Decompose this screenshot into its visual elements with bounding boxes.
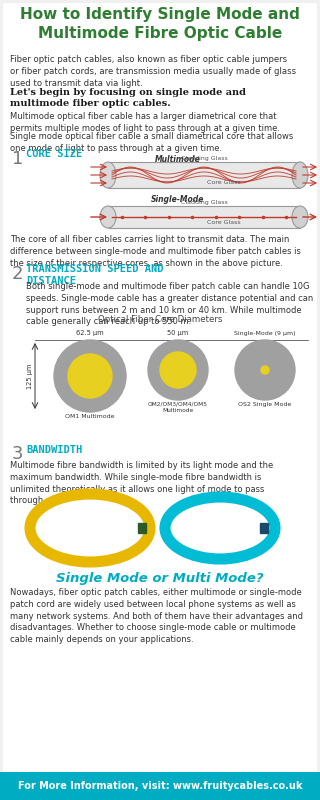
Text: Core Glass: Core Glass [207,220,241,225]
Ellipse shape [165,497,275,559]
Text: 62.5 μm: 62.5 μm [76,330,104,336]
FancyBboxPatch shape [108,162,300,188]
Text: Multimode optical fiber cable has a larger diametrical core that
permits multipl: Multimode optical fiber cable has a larg… [10,112,280,133]
Text: Single mode optical fiber cable a small diametrical core that allows
one mode of: Single mode optical fiber cable a small … [10,132,293,153]
Text: Single-Mode (9 μm): Single-Mode (9 μm) [234,331,296,336]
Text: Multimode fibre bandwidth is limited by its light mode and the
maximum bandwidth: Multimode fibre bandwidth is limited by … [10,461,273,506]
Ellipse shape [292,162,308,188]
Text: How to Identify Single Mode and
Multimode Fibre Optic Cable: How to Identify Single Mode and Multimod… [20,7,300,41]
Text: CORE SIZE: CORE SIZE [26,149,82,159]
Circle shape [235,340,295,400]
Circle shape [148,340,208,400]
Text: Let's begin by focusing on single mode and
multimode fiber optic cables.: Let's begin by focusing on single mode a… [10,88,246,109]
Ellipse shape [100,206,116,228]
Circle shape [160,352,196,388]
Text: 125 μm: 125 μm [27,363,33,389]
Text: Cladding Glass: Cladding Glass [180,156,228,161]
Text: Single Mode or Multi Mode?: Single Mode or Multi Mode? [56,572,264,585]
Text: 50 μm: 50 μm [167,330,188,336]
Text: BANDWIDTH: BANDWIDTH [26,445,82,455]
Bar [138,523,146,533]
Text: 2: 2 [12,265,23,283]
Text: Optical Fiber Core Diameters: Optical Fiber Core Diameters [98,315,222,324]
Text: 3: 3 [12,445,23,463]
Bar [260,523,268,533]
Text: The core of all fiber cables carries light to transmit data. The main
difference: The core of all fiber cables carries lig… [10,235,301,267]
Text: Multimode: Multimode [155,155,201,164]
Text: Both single-mode and multimode fiber patch cable can handle 10G
speeds. Single-m: Both single-mode and multimode fiber pat… [26,282,313,326]
Text: OM1 Multimode: OM1 Multimode [65,414,115,419]
Ellipse shape [30,494,150,562]
Text: TRANSMISSION SPEED AND
DISTANCE: TRANSMISSION SPEED AND DISTANCE [26,264,164,286]
Text: OM2/OM3/OM4/OM5
Multimode: OM2/OM3/OM4/OM5 Multimode [148,402,208,413]
FancyBboxPatch shape [108,206,300,228]
Text: Fiber optic patch cables, also known as fiber optic cable jumpers
or fiber patch: Fiber optic patch cables, also known as … [10,55,296,88]
Text: Single-Mode: Single-Mode [151,195,205,204]
Circle shape [68,354,112,398]
Text: OS2 Single Mode: OS2 Single Mode [238,402,292,407]
Text: For More Information, visit: www.fruitycables.co.uk: For More Information, visit: www.fruityc… [18,781,302,791]
Text: 1: 1 [12,150,23,168]
FancyBboxPatch shape [0,772,320,800]
Text: Core Glass: Core Glass [207,180,241,185]
Ellipse shape [100,162,116,188]
Text: Nowadays, fiber optic patch cables, either multimode or single-mode
patch cord a: Nowadays, fiber optic patch cables, eith… [10,588,303,644]
Circle shape [54,340,126,412]
Ellipse shape [50,505,130,551]
Circle shape [261,366,269,374]
FancyBboxPatch shape [3,3,317,797]
Ellipse shape [292,206,308,228]
Text: Cladding Glass: Cladding Glass [180,200,228,205]
Ellipse shape [184,507,256,549]
